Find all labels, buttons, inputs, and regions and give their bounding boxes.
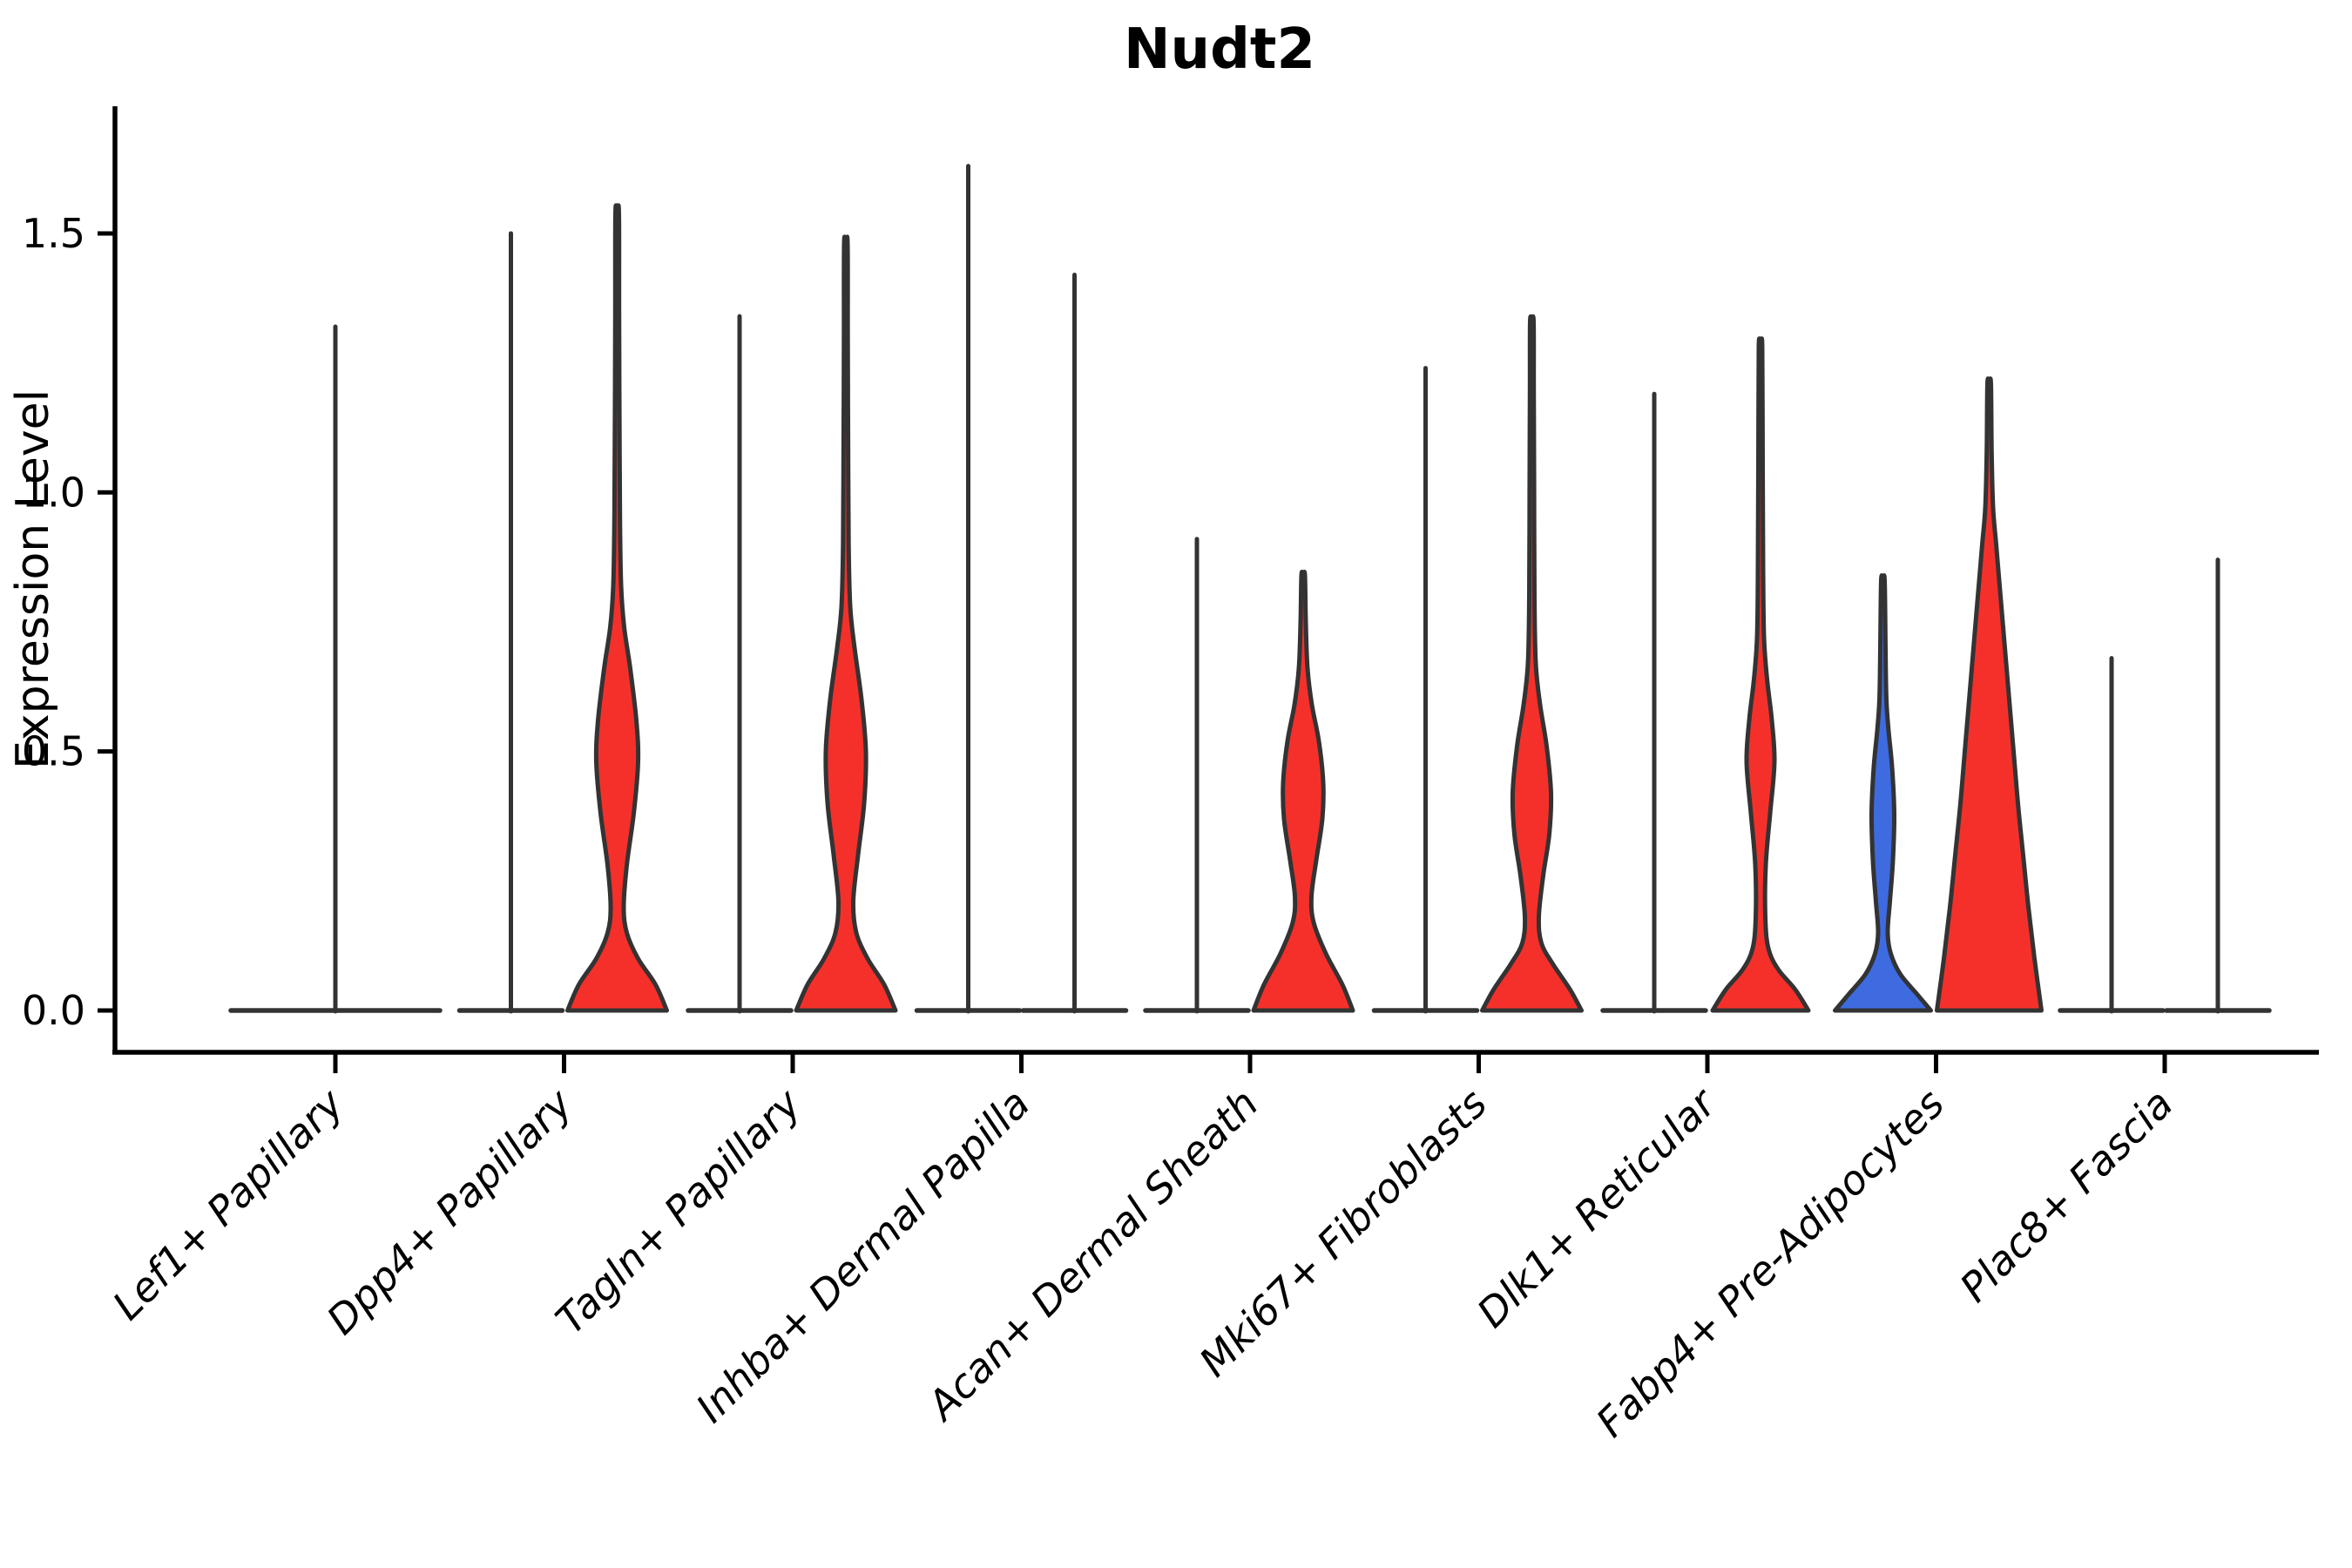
x-tick-label: Dpp4+ Papillary	[318, 1079, 582, 1343]
x-tick-label: Tagln+ Papillary	[546, 1079, 810, 1343]
violin-fabp4-pre-adipocytes-right	[1935, 376, 2044, 1013]
y-tick-label: 0.5	[22, 728, 85, 775]
violin-acan-dermal-sheath-right	[1251, 570, 1355, 1013]
violins-layer	[228, 164, 2272, 1014]
violin-fabp4-pre-adipocytes-left	[1833, 573, 1933, 1013]
x-tick-label: Lef1+ Papillary	[104, 1079, 353, 1328]
y-axis-label: Expression Level	[7, 389, 59, 769]
chart-title: Nudt2	[1124, 17, 1315, 82]
x-tick-label: Plac8+ Fascia	[1950, 1080, 2181, 1311]
axes-layer	[98, 106, 2319, 1073]
violin-dpp4-papillary-right	[565, 203, 669, 1013]
violin-dlk1-reticular-right	[1710, 336, 1811, 1013]
violin-tagln-papillary-right	[794, 234, 898, 1013]
y-tick-label: 0.0	[22, 987, 85, 1034]
y-tick-label: 1.0	[22, 469, 85, 516]
y-tick-label: 1.5	[22, 210, 85, 257]
violin-mki67-fibroblasts-right	[1480, 314, 1584, 1013]
x-tick-label: Dlk1+ Reticular	[1468, 1078, 1727, 1336]
